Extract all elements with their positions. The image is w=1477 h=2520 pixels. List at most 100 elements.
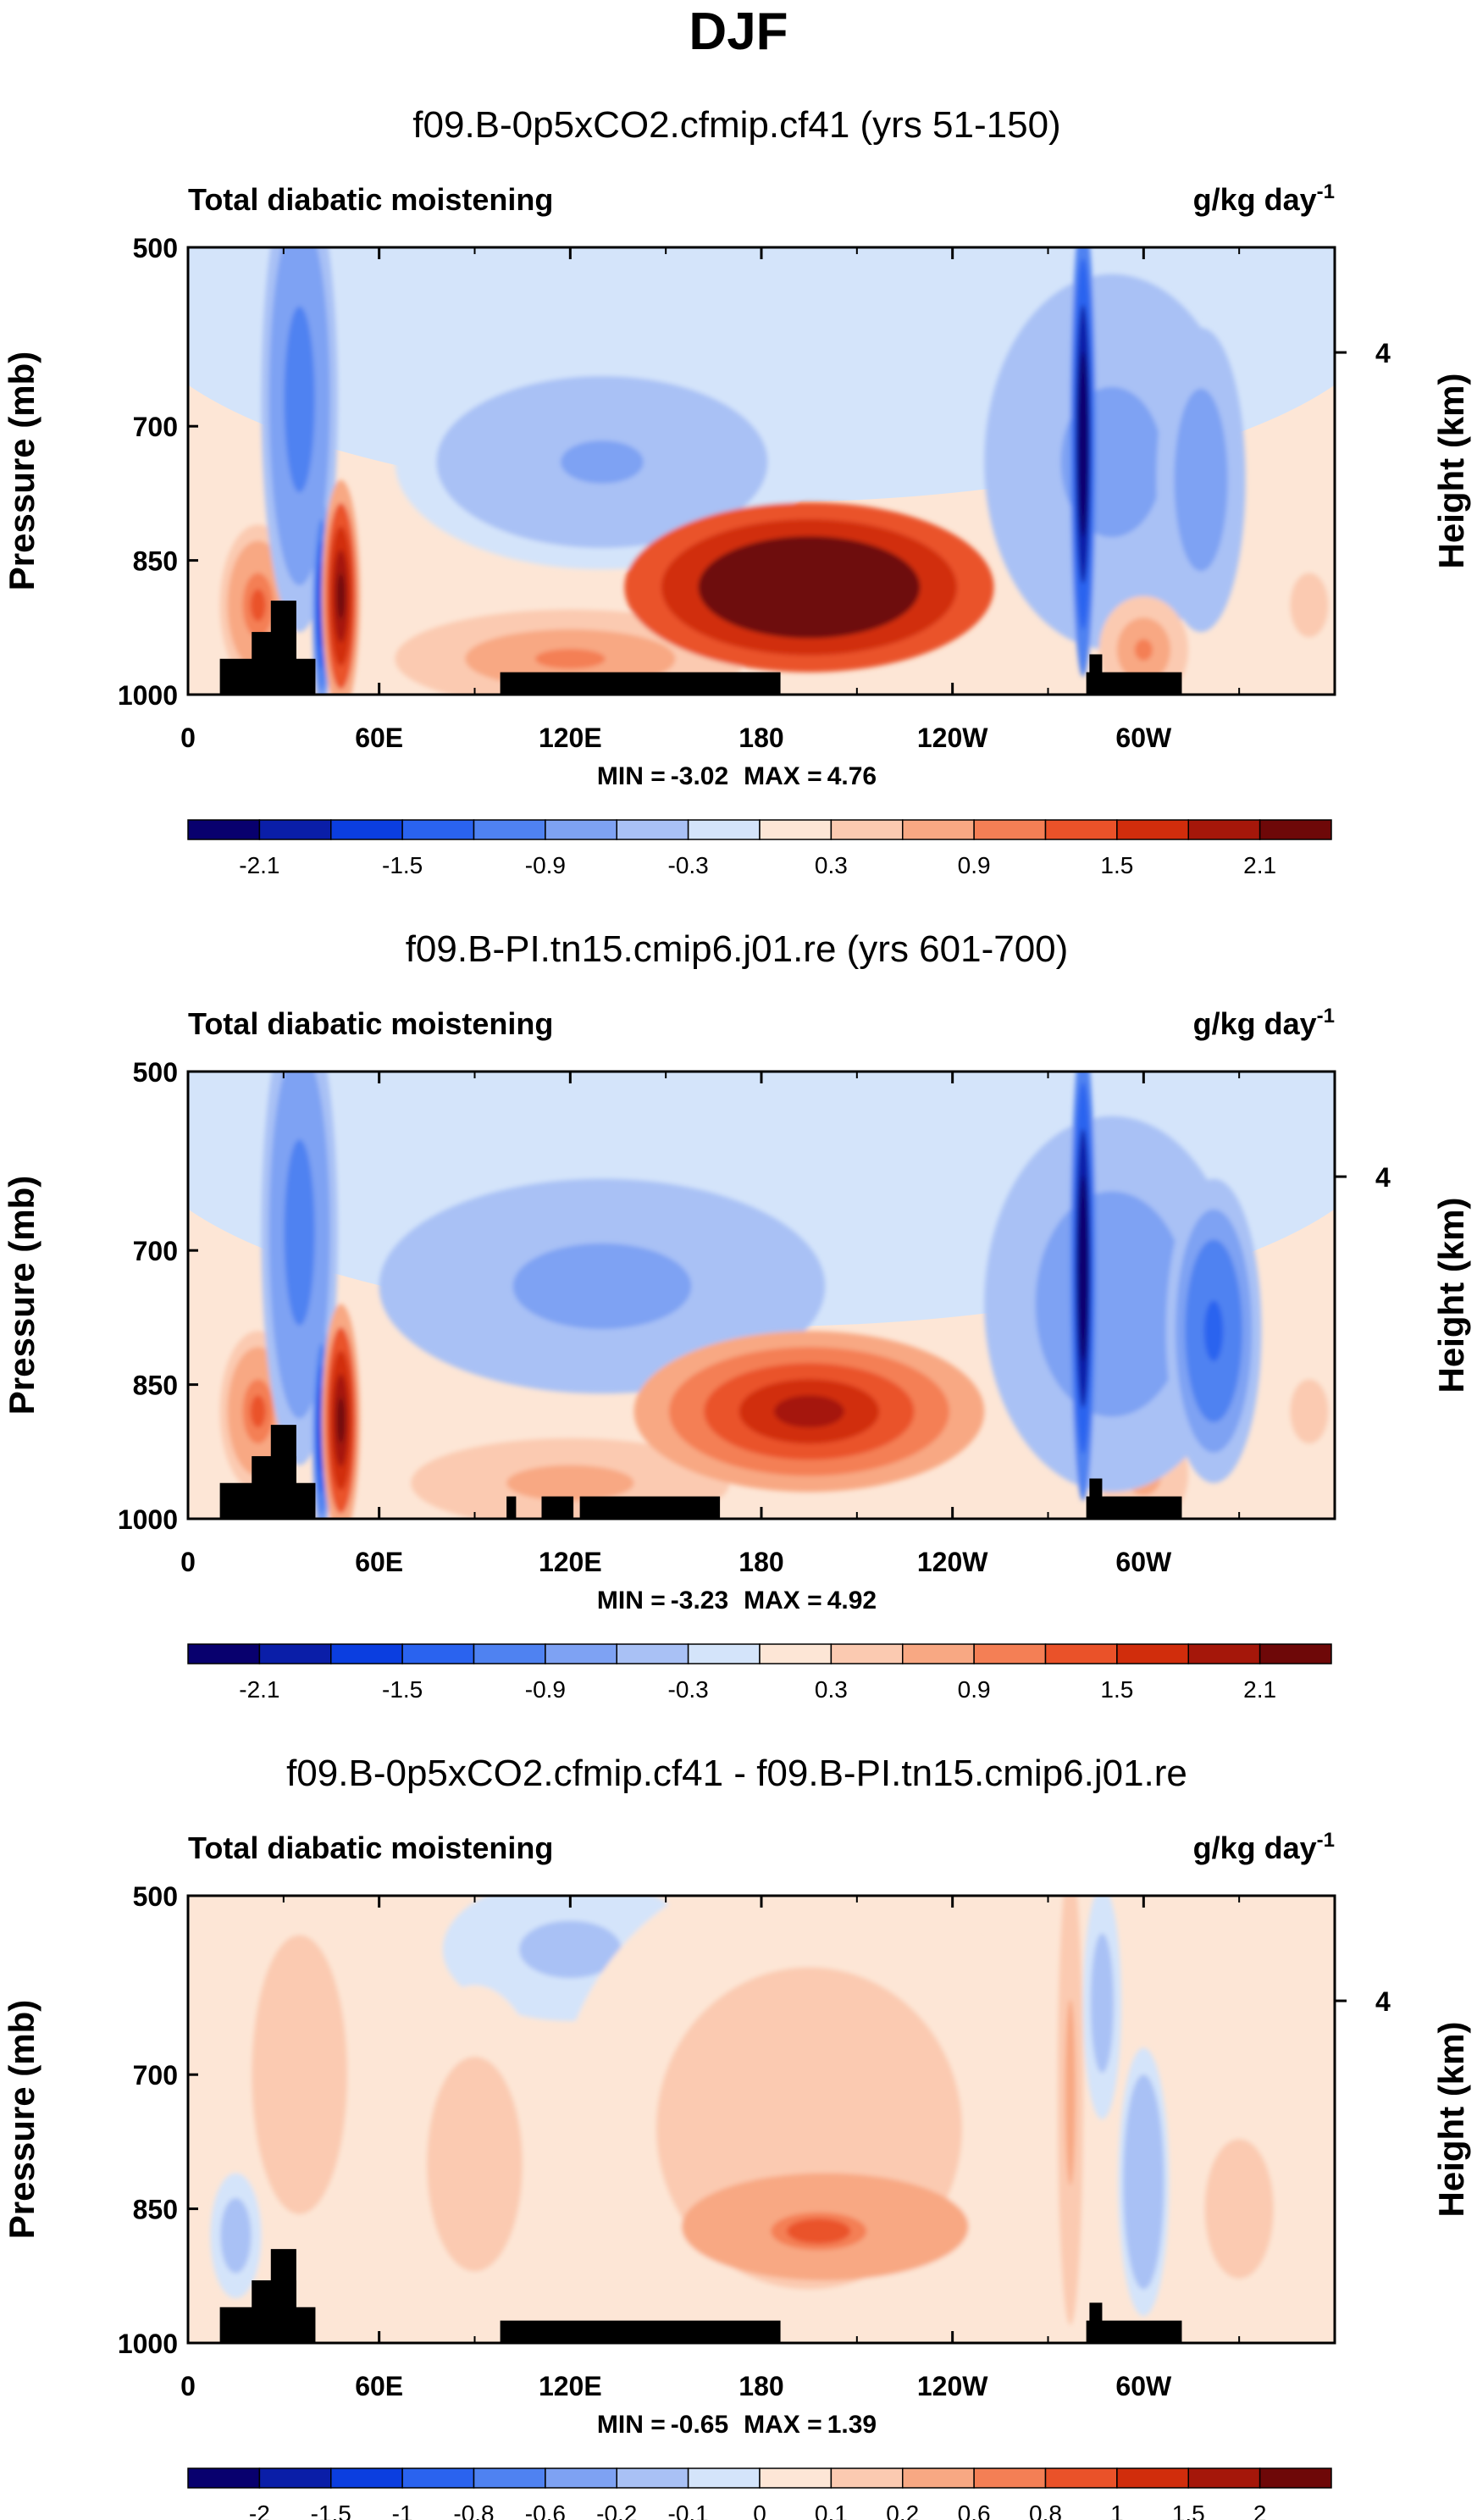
colorbar-bin <box>1116 819 1189 840</box>
colorbar-bin <box>616 1643 689 1664</box>
colorbar-label: 0.2 <box>886 2501 919 2520</box>
y-axis-label: Pressure (mb) <box>2 1176 41 1415</box>
colorbar-bin <box>258 819 332 840</box>
colorbar-bin <box>973 819 1047 840</box>
x-tick-label: 120E <box>539 1547 602 1577</box>
colorbar-bin <box>830 2467 904 2489</box>
land-mask <box>270 1425 296 1519</box>
contour-ring <box>1067 2046 1073 2140</box>
x-tick-label: 120W <box>917 723 988 753</box>
colorbar-bin <box>330 1643 403 1664</box>
contour-field <box>188 247 1335 695</box>
colorbar-bin <box>1258 1643 1332 1664</box>
y2-axis-label: Height (km) <box>1431 2022 1471 2218</box>
min-max-readout: MIN = -3.23 MAX = 4.92 <box>597 1587 877 1614</box>
colorbar-label: -0.3 <box>668 1676 709 1703</box>
colorbar-bin <box>187 819 261 840</box>
panel-2: f09.B-PI.tn15.cmip6.j01.re (yrs 601-700)… <box>2 928 1471 1703</box>
colorbar-label: 2.1 <box>1243 852 1276 878</box>
contour-ring <box>283 2028 316 2122</box>
units-text: g/kg day <box>1193 182 1317 217</box>
colorbar-label: -2 <box>249 2501 270 2520</box>
colorbar-bin <box>687 1643 761 1664</box>
contour-ring <box>1134 639 1153 661</box>
page-title: DJF <box>689 3 788 61</box>
x-tick-label: 60E <box>355 723 403 753</box>
colorbar-label: 2 <box>1253 2501 1267 2520</box>
colorbar-bin <box>1258 2467 1332 2489</box>
contour-ring <box>1303 594 1316 617</box>
y-tick-label: 1000 <box>118 2329 178 2359</box>
colorbar-label: 1.5 <box>1100 1676 1133 1703</box>
units-text: g/kg day <box>1193 1006 1317 1041</box>
contour-ring <box>250 1395 266 1428</box>
panel-title: f09.B-PI.tn15.cmip6.j01.re (yrs 601-700) <box>406 928 1069 970</box>
colorbar-bin <box>473 1643 546 1664</box>
contour-ring <box>772 570 847 605</box>
colorbar-label: -0.9 <box>525 852 566 878</box>
colorbar-bin <box>616 2467 689 2489</box>
y-tick-label: 850 <box>133 546 178 577</box>
colorbar-label: 0 <box>753 2501 766 2520</box>
land-mask <box>1089 654 1103 695</box>
min-max-readout: MIN = -3.02 MAX = 4.76 <box>597 762 877 790</box>
colorbar-bin <box>401 1643 475 1664</box>
y-tick-label: 500 <box>133 1881 178 1912</box>
contour-ring <box>758 2074 860 2182</box>
y-tick-label: 500 <box>133 1057 178 1088</box>
colorbar-bin <box>330 2467 403 2489</box>
contour-ring <box>1192 449 1210 511</box>
y2-tick-label: 4 <box>1375 338 1391 368</box>
colorbar-label: -2.1 <box>239 1676 279 1703</box>
x-tick-label: 60E <box>355 1547 403 1577</box>
colorbar-label: -1.5 <box>311 2501 351 2520</box>
colorbar-label: -0.2 <box>596 2501 637 2520</box>
units-text: g/kg day <box>1193 1830 1317 1865</box>
land-mask <box>506 1496 517 1519</box>
left-label: Total diabatic moistening <box>188 1006 553 1041</box>
readout-min-value: -3.23 <box>671 1587 728 1614</box>
units-label: g/kg day-1 <box>1193 1829 1335 1865</box>
colorbar-bin <box>1044 819 1118 840</box>
x-tick-label: 180 <box>738 2371 783 2401</box>
colorbar-bin <box>545 2467 617 2489</box>
y-tick-label: 850 <box>133 1371 178 1401</box>
x-tick-label: 180 <box>738 1547 783 1577</box>
colorbar-label: -0.3 <box>668 852 709 878</box>
colorbar-bin <box>1044 2467 1118 2489</box>
panel-3: f09.B-0p5xCO2.cfmip.cf41 - f09.B-PI.tn15… <box>2 1753 1471 2520</box>
contour-ring <box>774 1395 844 1428</box>
colorbar-bin <box>473 2467 546 2489</box>
colorbar-label: -1.5 <box>382 852 423 878</box>
colorbar-bin <box>330 819 403 840</box>
readout-max-value: 4.92 <box>827 1587 877 1614</box>
contour-ring <box>1138 2155 1149 2209</box>
readout-max-label: MAX = <box>744 2411 822 2439</box>
colorbar-bin <box>830 1643 904 1664</box>
readout-max-label: MAX = <box>744 1587 822 1614</box>
readout-max-label: MAX = <box>744 762 822 790</box>
colorbar-bin <box>473 819 546 840</box>
y-tick-label: 700 <box>133 2060 178 2091</box>
y-tick-label: 850 <box>133 2195 178 2225</box>
contour-ring <box>557 1265 647 1308</box>
readout-max-value: 1.39 <box>827 2411 877 2439</box>
readout-min-label: MIN = <box>597 762 666 790</box>
contour-blobs <box>219 247 1335 695</box>
colorbar-bin <box>973 1643 1047 1664</box>
y2-axis-label: Height (km) <box>1431 374 1471 569</box>
units-exponent: -1 <box>1317 1005 1335 1027</box>
units-label: g/kg day-1 <box>1193 1005 1335 1041</box>
x-tick-label: 120E <box>539 723 602 753</box>
x-tick-label: 180 <box>738 723 783 753</box>
contour-ring <box>1203 1300 1224 1362</box>
y-tick-label: 1000 <box>118 1504 178 1535</box>
colorbar-bin <box>1258 819 1332 840</box>
land-mask <box>1089 2302 1103 2343</box>
y2-tick-label: 4 <box>1375 1162 1391 1193</box>
readout-min-value: -0.65 <box>671 2411 728 2439</box>
y-axis-label: Pressure (mb) <box>2 2000 41 2239</box>
colorbar-label: 0.6 <box>958 2501 991 2520</box>
readout-max-value: 4.76 <box>827 762 877 790</box>
x-tick-label: 120W <box>917 2371 988 2401</box>
